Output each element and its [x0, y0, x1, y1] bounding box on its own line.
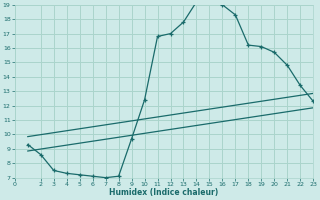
X-axis label: Humidex (Indice chaleur): Humidex (Indice chaleur): [109, 188, 219, 197]
